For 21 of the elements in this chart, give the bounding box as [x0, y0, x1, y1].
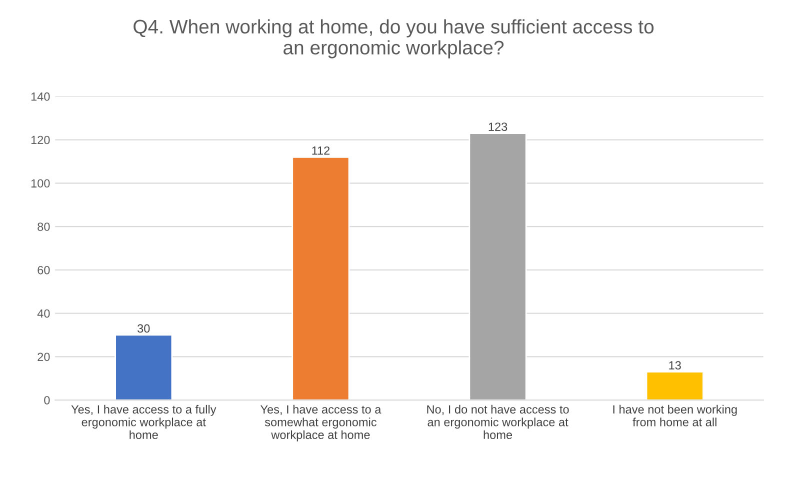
y-tick-label: 80 [38, 222, 50, 231]
bar [646, 371, 704, 400]
y-tick-label: 100 [31, 179, 50, 188]
x-tick-label: Yes, I have access to a fully ergonomic workplace at home [71, 404, 216, 440]
y-tick-label: 40 [37, 309, 50, 318]
y-tick-label: 140 [31, 92, 50, 101]
data-label: 123 [488, 122, 508, 131]
data-label: 112 [312, 146, 330, 155]
x-tick-label: Yes, I have access to a somewhat ergonomic workplace at home [260, 404, 382, 442]
y-tick-label: 20 [38, 352, 50, 362]
data-label: 13 [669, 361, 681, 370]
bar [292, 156, 350, 400]
data-label: 30 [138, 324, 150, 333]
y-tick-label: 120 [31, 136, 50, 144]
bar [114, 334, 173, 400]
y-tick-label: 0 [44, 396, 50, 404]
chart-title: Q4. When working at home, do you have sufficient access to an ergonomic workplace? [134, 19, 654, 58]
y-tick-label: 60 [38, 266, 50, 274]
x-tick-label: No, I do not have access to an ergonomic workplace at home [427, 404, 569, 440]
x-tick-label: I have not been working from home at all [613, 404, 737, 426]
bar [468, 132, 527, 400]
